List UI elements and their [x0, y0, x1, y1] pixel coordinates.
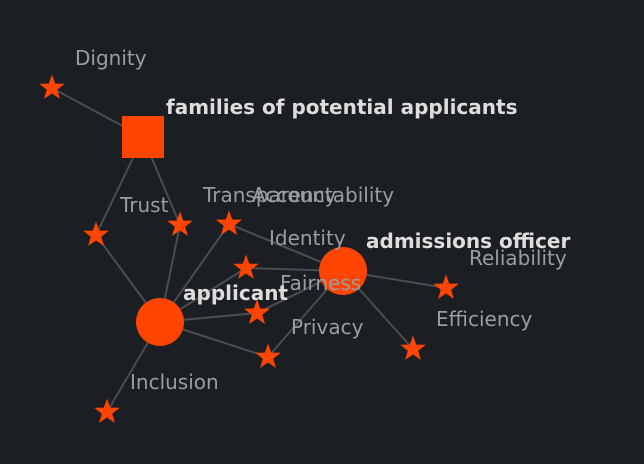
value-node-trust-star-icon[interactable] [167, 211, 193, 236]
label-inclusion: Inclusion [130, 370, 219, 394]
value-node-privacy-star-icon[interactable] [255, 343, 281, 368]
stakeholder-node-applicant[interactable] [136, 298, 184, 346]
label-families: families of potential applicants [166, 95, 517, 119]
value-node-v-center-star-icon[interactable] [244, 299, 270, 324]
stakeholder-node-officer[interactable] [319, 247, 367, 295]
label-dignity: Dignity [75, 46, 147, 70]
label-trust: Trust [119, 193, 169, 217]
value-node-v-left-star-icon[interactable] [83, 221, 109, 246]
value-node-dignity-star-icon[interactable] [39, 74, 65, 99]
value-node-identity-star-icon[interactable] [233, 254, 259, 279]
label-efficiency: Efficiency [436, 307, 533, 331]
value-node-accountability-star-icon[interactable] [216, 210, 242, 235]
value-node-efficiency-star-icon[interactable] [400, 335, 426, 360]
label-applicant: applicant [183, 281, 288, 305]
value-node-reliability-star-icon[interactable] [433, 274, 459, 299]
stakeholder-node-families[interactable] [122, 116, 164, 158]
label-identity: Identity [269, 226, 346, 250]
label-reliability: Reliability [469, 246, 567, 270]
label-privacy: Privacy [291, 315, 364, 339]
value-node-inclusion-star-icon[interactable] [94, 398, 120, 423]
label-transparency: Transparency [202, 183, 337, 207]
label-officer: admissions officer [366, 229, 570, 253]
node-layer [39, 74, 459, 423]
label-accountability: Accountability [252, 183, 394, 207]
label-fairness: Fairness [280, 271, 361, 295]
